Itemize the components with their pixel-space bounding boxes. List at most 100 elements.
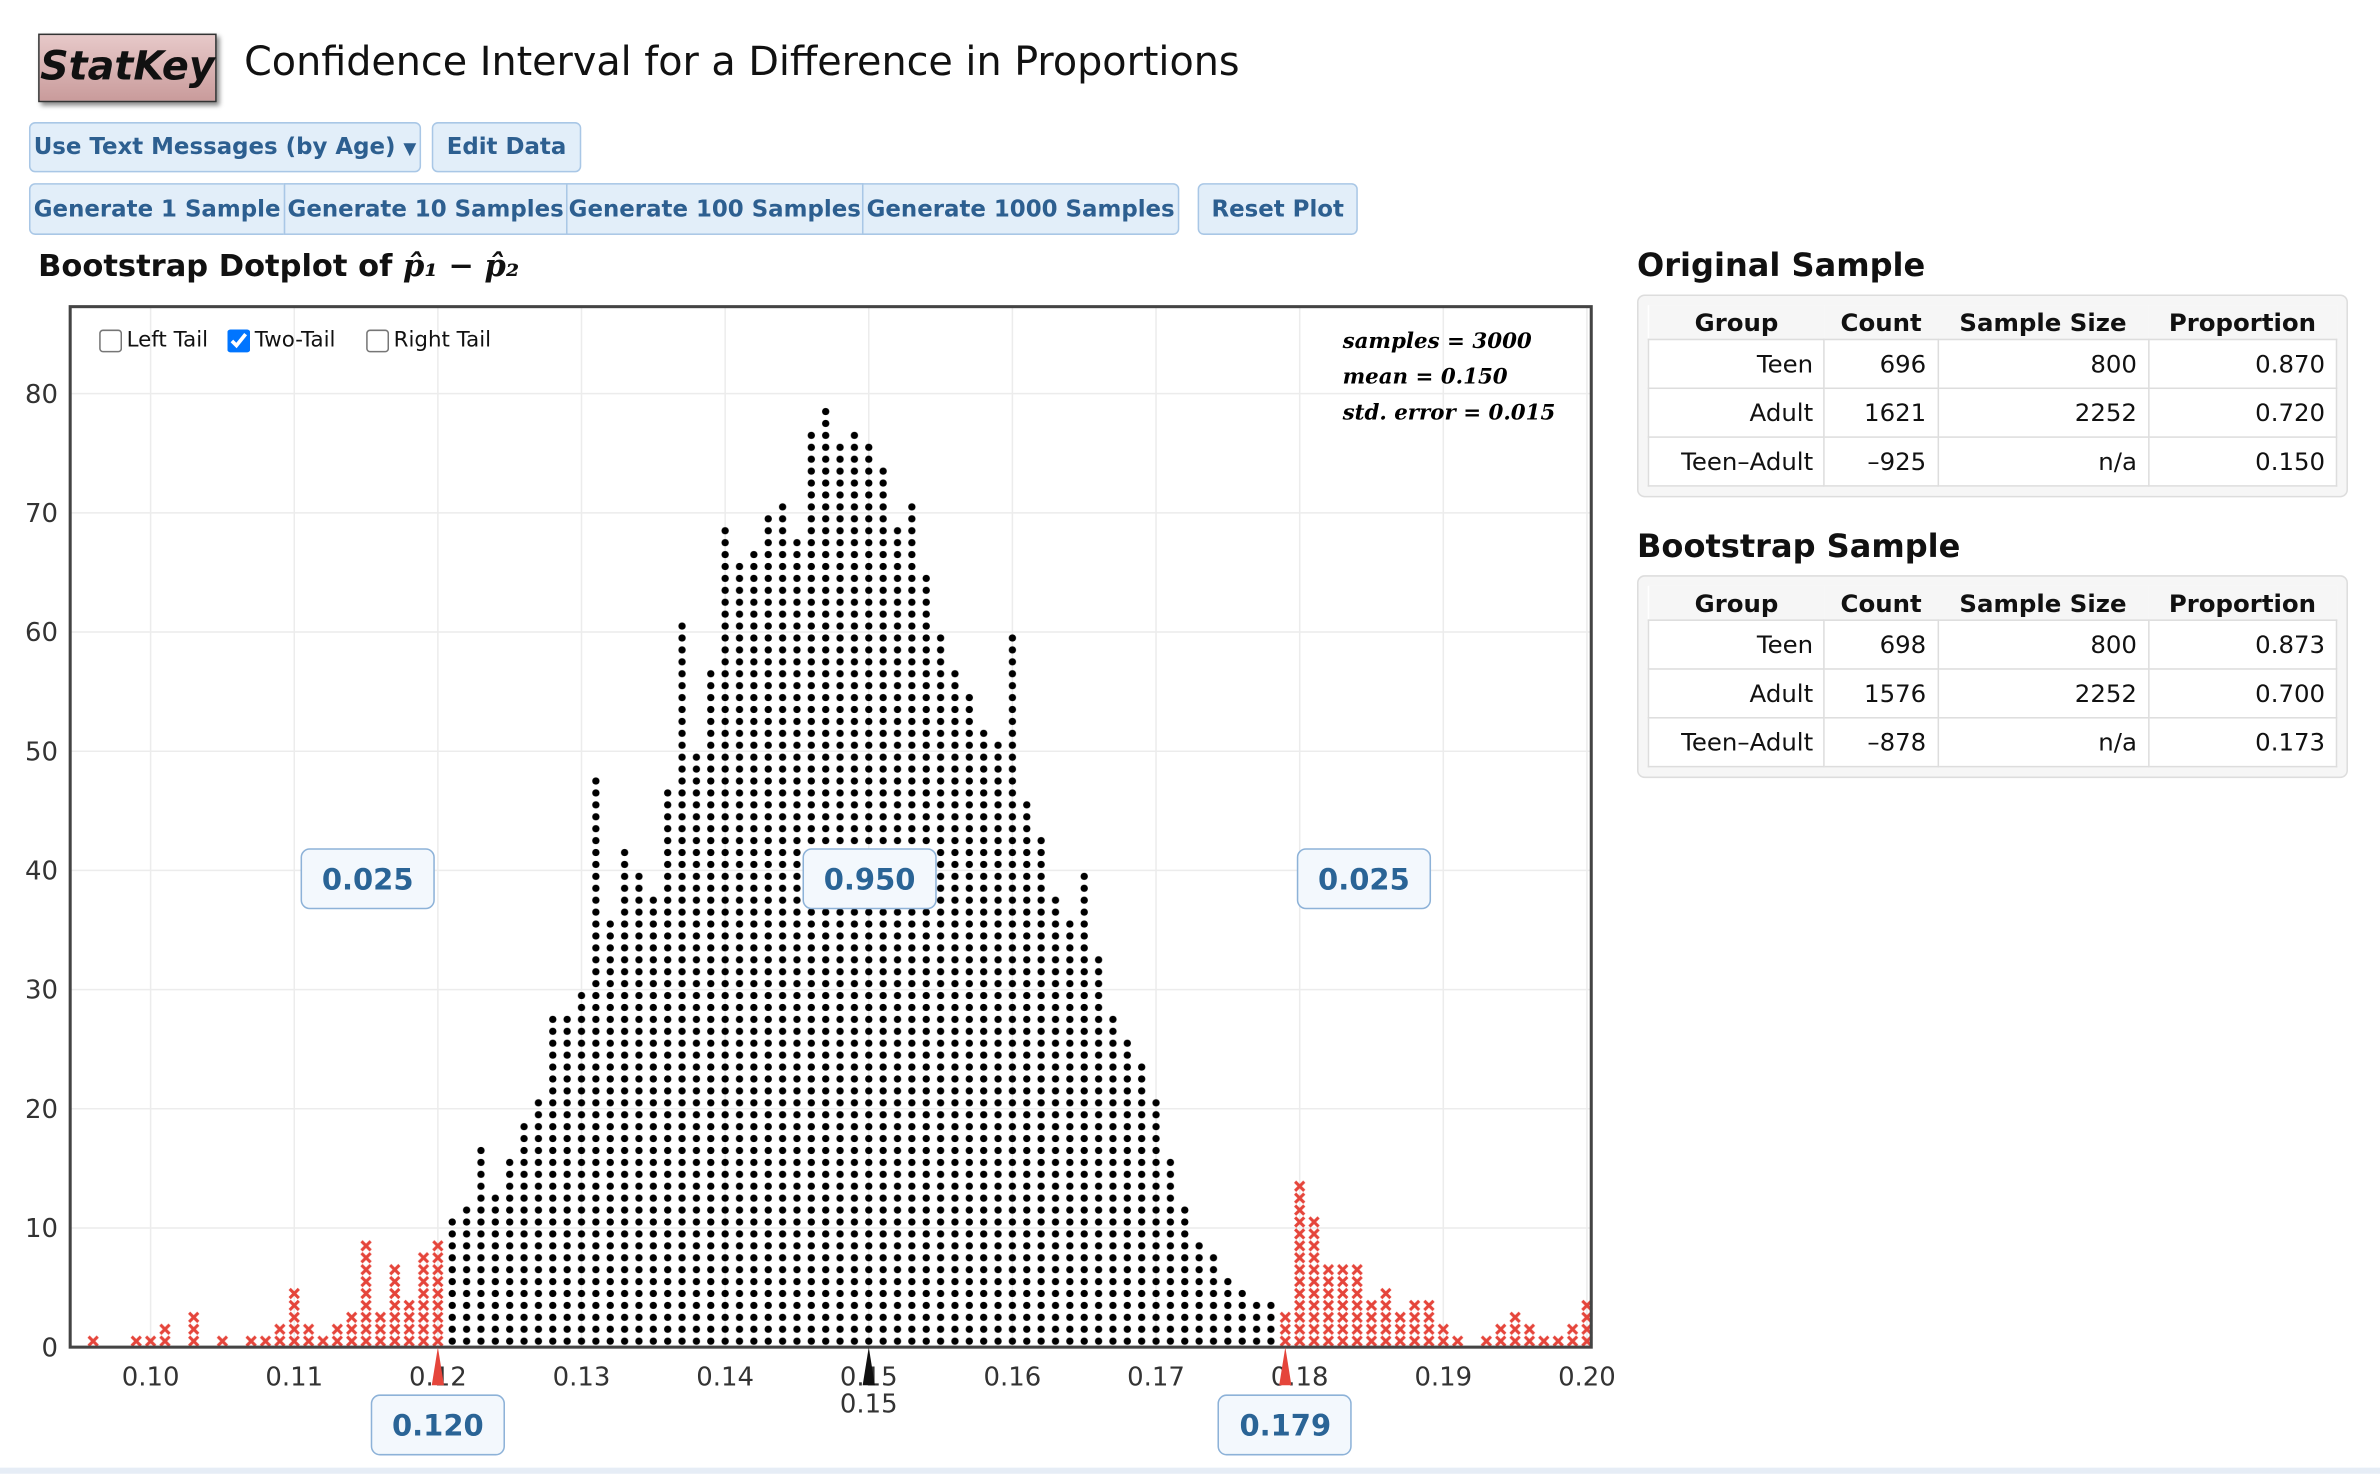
table-cell: 0.720 bbox=[2147, 387, 2338, 438]
tail-dot-column bbox=[373, 1311, 388, 1348]
dot-column bbox=[674, 620, 690, 1348]
table-box: Group Count Sample Size Proportion Teen 698 80… bbox=[1637, 575, 2348, 779]
table-cell: 0.173 bbox=[2147, 717, 2338, 768]
tail-dot-column bbox=[1393, 1311, 1408, 1348]
y-tick-label: 30 bbox=[25, 976, 58, 1006]
table-cell: 1576 bbox=[1823, 668, 1939, 719]
dot-column bbox=[1163, 1156, 1178, 1348]
table-cell: 2252 bbox=[1936, 387, 2150, 438]
column-header: Group bbox=[1648, 585, 1825, 621]
dot-column bbox=[473, 1144, 489, 1348]
generate-button[interactable]: Generate 10 Samples bbox=[283, 183, 568, 235]
tail-dot-column bbox=[287, 1287, 302, 1348]
tail-checkbox[interactable] bbox=[366, 328, 390, 352]
tail-option: Two-Tail bbox=[227, 328, 335, 352]
tail-option: Left Tail bbox=[99, 328, 208, 352]
tail-dot-column bbox=[186, 1311, 201, 1348]
stat-text: mean = 0.150 bbox=[1343, 365, 1508, 390]
ci-box[interactable]: 0.120 bbox=[370, 1394, 505, 1456]
dot-column bbox=[904, 500, 920, 1348]
table-cell: 800 bbox=[1936, 619, 2150, 670]
tail-dot-column bbox=[1407, 1299, 1422, 1348]
generate-button[interactable]: Generate 100 Samples bbox=[566, 183, 864, 235]
table-cell: 698 bbox=[1823, 619, 1939, 670]
mean-marker bbox=[862, 1347, 875, 1386]
column-header: Proportion bbox=[2148, 585, 2337, 621]
dot-column bbox=[962, 691, 977, 1348]
footer-strip bbox=[0, 1467, 2380, 1474]
x-tick-label: 0.18 bbox=[1271, 1362, 1329, 1392]
dot-column bbox=[976, 727, 991, 1348]
logo[interactable]: StatKey bbox=[38, 33, 217, 103]
dot-column bbox=[646, 894, 661, 1348]
column-header: Proportion bbox=[2148, 305, 2337, 340]
dot-column bbox=[445, 1216, 460, 1348]
dot-column bbox=[1077, 870, 1092, 1348]
dot-column bbox=[631, 870, 647, 1348]
dot-column bbox=[717, 524, 733, 1348]
dot-column bbox=[617, 846, 632, 1348]
reset-button[interactable]: Reset Plot bbox=[1197, 183, 1358, 235]
chart-title-text: Bootstrap Dotplot of bbox=[38, 247, 393, 284]
table-cell: –925 bbox=[1823, 436, 1939, 487]
tail-dot-column bbox=[416, 1251, 431, 1348]
table-cell: 0.873 bbox=[2147, 619, 2338, 670]
tail-dot-column bbox=[1335, 1263, 1350, 1348]
dot-column bbox=[746, 548, 762, 1348]
tail-label: Two-Tail bbox=[254, 328, 336, 353]
tail-dot-column bbox=[1421, 1299, 1437, 1348]
proportion-box[interactable]: 0.025 bbox=[1296, 848, 1432, 910]
ci-marker bbox=[1279, 1347, 1292, 1386]
edit-button[interactable]: Edit Data bbox=[431, 122, 582, 173]
dataset-dropdown[interactable]: Use Text Messages (by Age) ▼ bbox=[28, 122, 422, 173]
dot-column bbox=[789, 536, 805, 1348]
dot-column bbox=[559, 1013, 575, 1348]
y-tick-label: 70 bbox=[25, 499, 58, 529]
data-table: Group Count Sample Size Proportion Teen 698 80… bbox=[1647, 585, 2338, 768]
column-header: Count bbox=[1824, 585, 1938, 621]
dot-column bbox=[1206, 1251, 1221, 1348]
table-cell: 2252 bbox=[1936, 668, 2150, 719]
tail-dot-column bbox=[129, 1335, 144, 1348]
caret: ▼ bbox=[403, 138, 417, 159]
dot-column bbox=[1177, 1204, 1192, 1348]
column-header: Count bbox=[1824, 305, 1938, 340]
proportion-box[interactable]: 0.025 bbox=[300, 848, 435, 910]
tail-dot-column bbox=[85, 1335, 101, 1348]
tail-dot-column bbox=[1450, 1335, 1465, 1348]
tail-dot-column bbox=[344, 1311, 359, 1348]
tail-option: Right Tail bbox=[366, 328, 491, 352]
ci-box[interactable]: 0.179 bbox=[1218, 1394, 1353, 1456]
stat-text: samples = 3000 bbox=[1342, 329, 1532, 354]
dot-column bbox=[1120, 1037, 1135, 1348]
generate-button[interactable]: Generate 1000 Samples bbox=[861, 183, 1180, 235]
tail-dot-column bbox=[1292, 1180, 1307, 1348]
stat-text: std. error = 0.015 bbox=[1342, 401, 1556, 426]
x-tick-label: 0.11 bbox=[265, 1362, 323, 1392]
x-tick-label: 0.17 bbox=[1127, 1362, 1185, 1392]
dot-column bbox=[1191, 1239, 1207, 1348]
x-tick-label: 0.20 bbox=[1558, 1362, 1616, 1392]
table-cell: n/a bbox=[1936, 717, 2150, 768]
dot-column bbox=[1263, 1299, 1279, 1348]
table-cell: Teen–Adult bbox=[1647, 436, 1826, 487]
tail-dot-column bbox=[301, 1323, 316, 1348]
dot-column bbox=[1019, 798, 1034, 1348]
tail-dot-column bbox=[430, 1239, 446, 1348]
dot-column bbox=[1220, 1275, 1236, 1348]
dot-column bbox=[1048, 894, 1063, 1348]
tail-dot-column bbox=[1507, 1311, 1523, 1348]
dot-column bbox=[488, 1192, 503, 1348]
table-cell: 0.150 bbox=[2147, 436, 2338, 487]
tail-checkbox[interactable] bbox=[227, 328, 251, 352]
generate-button[interactable]: Generate 1 Sample bbox=[28, 183, 286, 235]
tail-dot-column bbox=[243, 1335, 259, 1348]
tail-checkbox[interactable] bbox=[99, 328, 123, 352]
tail-dot-column bbox=[143, 1335, 158, 1348]
proportion-box[interactable]: 0.950 bbox=[802, 848, 937, 910]
x-tick-label: 0.16 bbox=[984, 1362, 1042, 1392]
dot-column bbox=[1249, 1299, 1264, 1348]
tail-dot-column bbox=[401, 1299, 417, 1348]
